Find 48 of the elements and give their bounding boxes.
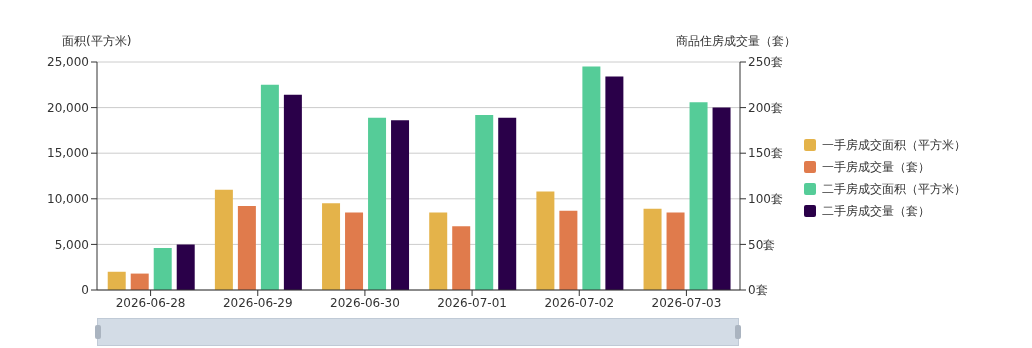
- y-tick-label: 0: [81, 283, 89, 298]
- x-tick-label: 2026-07-01: [437, 295, 507, 310]
- x-tick-label: 2026-06-28: [115, 295, 186, 310]
- x-tick-label: 2026-07-02: [544, 295, 615, 310]
- y-tick-label: 10,000: [47, 192, 89, 207]
- y2-axis-title: 商品住房成交量（套）: [676, 33, 796, 50]
- bar: [107, 271, 126, 290]
- legend-label: 二手房成交面积（平方米）: [822, 180, 966, 198]
- y2-tick-label: 100套: [748, 192, 783, 207]
- y2-tick-label: 0套: [748, 283, 768, 298]
- legend-label: 一手房成交面积（平方米）: [822, 136, 966, 154]
- bar: [345, 212, 364, 290]
- y2-tick-label: 250套: [748, 55, 783, 70]
- y-tick-label: 15,000: [47, 146, 89, 161]
- bar: [130, 273, 149, 290]
- bar: [498, 117, 517, 290]
- x-tick-label: 2026-06-30: [330, 295, 400, 310]
- x-tick-label: 2026-07-03: [651, 295, 722, 310]
- bar: [712, 107, 731, 290]
- bar: [391, 120, 410, 290]
- bar: [214, 189, 233, 290]
- bar: [452, 226, 471, 290]
- y2-tick-label: 150套: [748, 146, 783, 161]
- y-tick-label: 20,000: [47, 100, 89, 115]
- bar: [559, 210, 578, 290]
- bar: [176, 244, 195, 290]
- bar: [322, 203, 341, 290]
- y-tick-label: 5,000: [54, 237, 89, 252]
- bar: [689, 102, 708, 290]
- bar: [153, 248, 172, 290]
- y-tick-label: 25,000: [47, 55, 89, 70]
- bar: [643, 208, 662, 290]
- bar: [536, 191, 555, 290]
- bar: [666, 212, 685, 290]
- bar: [283, 94, 302, 290]
- legend-label: 二手房成交量（套）: [822, 202, 930, 220]
- bar: [429, 212, 448, 290]
- x-tick-label: 2026-06-29: [222, 295, 293, 310]
- bar: [605, 76, 624, 290]
- y2-tick-label: 200套: [748, 100, 783, 115]
- bar: [475, 114, 494, 290]
- bar: [368, 117, 387, 290]
- y2-tick-label: 50套: [748, 237, 776, 252]
- y-axis-title: 面积(平方米): [62, 33, 132, 50]
- bar: [237, 206, 256, 290]
- bar: [582, 66, 601, 290]
- legend-label: 一手房成交量（套）: [822, 158, 930, 176]
- bar: [260, 84, 279, 290]
